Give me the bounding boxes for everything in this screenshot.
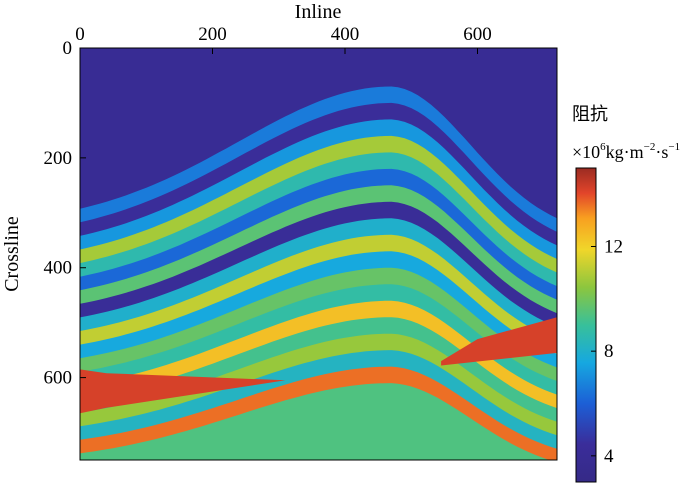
x-axis-top: 0 200 400 600 — [75, 24, 492, 54]
y-tick-label: 400 — [44, 258, 73, 279]
x-tick-label: 0 — [75, 24, 85, 45]
impedance-layer — [80, 383, 550, 460]
heatmap-plot-area — [80, 48, 557, 460]
colorbar-unit: ×106kg·m−2·s−1 — [572, 141, 680, 162]
colorbar-title: 阻抗 — [572, 104, 608, 125]
colorbar-bar — [575, 167, 597, 483]
colorbar-unit-prefix: ×10 — [572, 142, 600, 162]
x-tick-label: 400 — [331, 24, 360, 45]
x-tick-label: 600 — [463, 24, 492, 45]
colorbar-tick-label: 4 — [604, 446, 614, 467]
colorbar: 4 8 12 阻抗 ×106kg·m−2·s−1 — [572, 104, 680, 483]
colorbar-tick-label: 12 — [604, 237, 623, 258]
y-tick-label: 200 — [44, 148, 73, 169]
plot-frame — [79, 47, 558, 461]
colorbar-unit-exp2: −2 — [644, 141, 656, 153]
colorbar-tick-label: 8 — [604, 341, 614, 362]
y-tick-label: 600 — [44, 368, 73, 389]
x-tick-label: 200 — [198, 24, 227, 45]
colorbar-unit-exp1: 6 — [600, 141, 606, 153]
colorbar-unit-m2: ·s — [655, 142, 668, 162]
colorbar-ticks: 4 8 12 — [591, 237, 623, 467]
y-axis-title: Crossline — [1, 216, 23, 292]
fault-blocks — [80, 317, 557, 414]
y-axis-left: 0 200 400 600 — [44, 38, 86, 389]
fault-block — [441, 317, 557, 366]
fault-block — [80, 369, 286, 414]
colorbar-unit-exp3: −1 — [668, 141, 680, 153]
x-axis-title: Inline — [295, 1, 342, 23]
colorbar-unit-m1: kg·m — [606, 142, 644, 162]
y-tick-label: 0 — [63, 38, 73, 59]
